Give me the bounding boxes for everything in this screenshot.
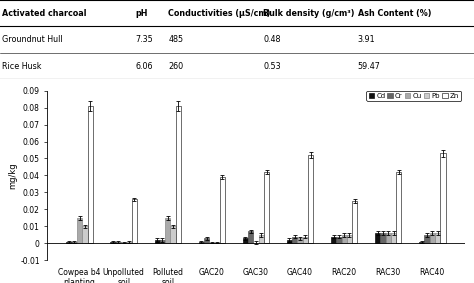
Bar bbox=[375, 233, 380, 243]
Bar bbox=[297, 238, 303, 243]
Bar bbox=[116, 242, 121, 243]
Bar bbox=[347, 235, 352, 243]
Text: 7.35: 7.35 bbox=[135, 35, 153, 44]
Legend: Cd, Cr, Cu, Pb, Zn: Cd, Cr, Cu, Pb, Zn bbox=[366, 91, 461, 101]
Bar bbox=[385, 233, 391, 243]
Bar bbox=[66, 242, 72, 243]
Bar bbox=[440, 153, 446, 243]
Bar bbox=[176, 106, 181, 243]
Bar bbox=[77, 218, 82, 243]
Text: Ash Content (%): Ash Content (%) bbox=[358, 9, 431, 18]
Bar bbox=[352, 201, 357, 243]
Text: Conductivities (μS/cm): Conductivities (μS/cm) bbox=[168, 9, 271, 18]
Text: pH: pH bbox=[135, 9, 147, 18]
Text: 3.91: 3.91 bbox=[358, 35, 375, 44]
Bar bbox=[292, 237, 297, 243]
Text: Activated charcoal: Activated charcoal bbox=[2, 9, 87, 18]
Bar bbox=[155, 240, 160, 243]
Bar bbox=[220, 177, 225, 243]
Text: 59.47: 59.47 bbox=[358, 61, 381, 70]
Text: 485: 485 bbox=[168, 35, 183, 44]
Bar bbox=[380, 233, 385, 243]
Bar bbox=[424, 235, 430, 243]
Bar bbox=[243, 238, 248, 243]
Text: 6.06: 6.06 bbox=[135, 61, 153, 70]
Bar bbox=[259, 235, 264, 243]
Y-axis label: mg/kg: mg/kg bbox=[9, 162, 18, 189]
Bar bbox=[331, 237, 336, 243]
Bar bbox=[396, 172, 401, 243]
Text: Bulk density (g/cm³): Bulk density (g/cm³) bbox=[263, 9, 355, 18]
Text: 260: 260 bbox=[168, 61, 183, 70]
Bar bbox=[199, 242, 204, 243]
Bar bbox=[435, 233, 440, 243]
Bar bbox=[171, 226, 176, 243]
Bar bbox=[391, 233, 396, 243]
Bar bbox=[287, 240, 292, 243]
Text: 0.48: 0.48 bbox=[263, 35, 281, 44]
Text: Rice Husk: Rice Husk bbox=[2, 61, 42, 70]
Bar bbox=[419, 242, 424, 243]
Text: 0.53: 0.53 bbox=[263, 61, 281, 70]
Bar bbox=[336, 237, 341, 243]
Bar bbox=[82, 226, 88, 243]
Bar bbox=[430, 233, 435, 243]
Bar bbox=[204, 238, 209, 243]
Bar bbox=[303, 237, 308, 243]
Bar bbox=[127, 242, 132, 243]
Bar bbox=[132, 199, 137, 243]
Text: Groundnut Hull: Groundnut Hull bbox=[2, 35, 63, 44]
Bar bbox=[264, 172, 269, 243]
Bar bbox=[341, 235, 347, 243]
Bar bbox=[88, 106, 93, 243]
Bar bbox=[110, 242, 116, 243]
Bar bbox=[160, 240, 165, 243]
Bar bbox=[308, 155, 313, 243]
Bar bbox=[72, 242, 77, 243]
Bar bbox=[165, 218, 171, 243]
Bar bbox=[248, 231, 253, 243]
